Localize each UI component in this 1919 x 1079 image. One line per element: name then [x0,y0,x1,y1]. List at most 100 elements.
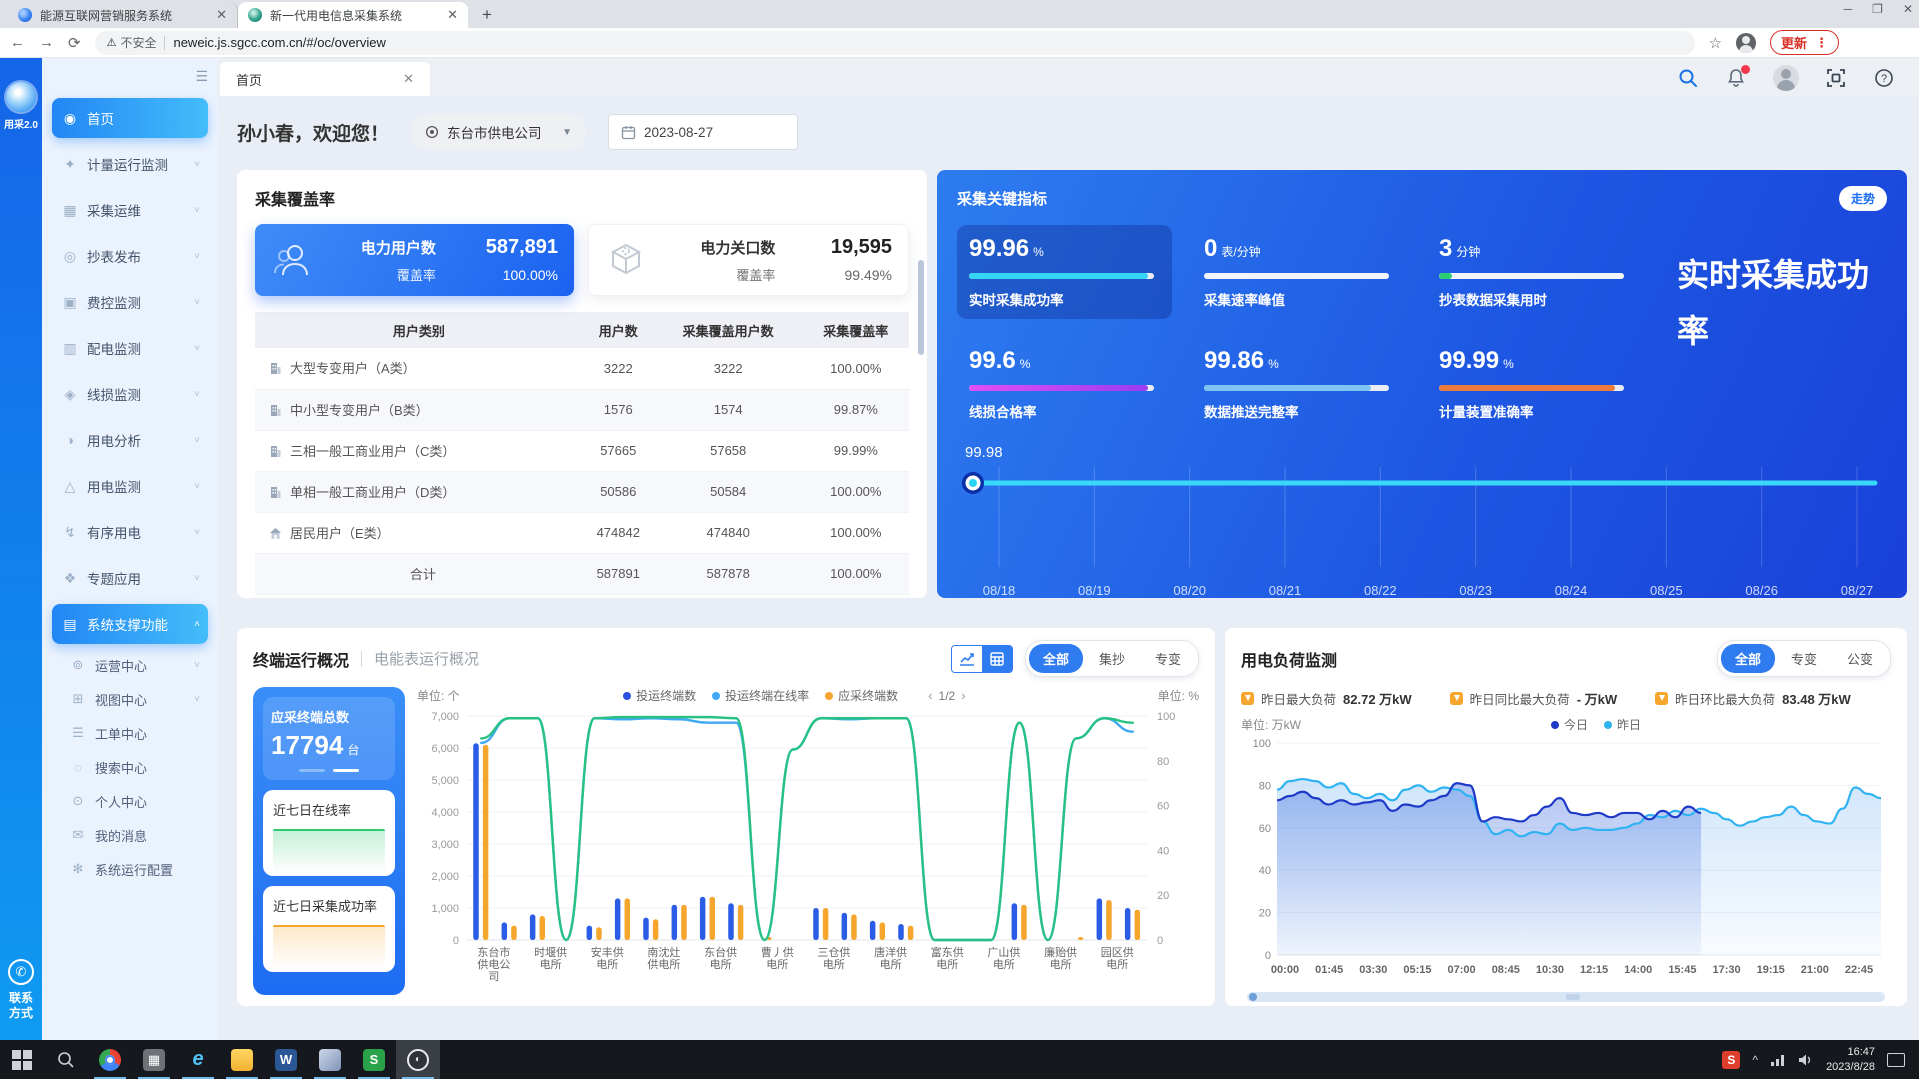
sidebar-item-6[interactable]: ▥ 配电监测 ˅ [52,328,208,368]
tray-wps-icon[interactable]: S [1722,1050,1741,1069]
datazoom-slider[interactable] [1247,992,1885,1002]
load-legend-item-1[interactable]: 今日 [1550,716,1588,733]
terminal-chart-svg[interactable]: 0 1,000 2,000 3,000 4,000 5,000 6,000 7,000 0 20 4… [417,704,1189,1000]
forward-icon[interactable]: → [39,34,54,51]
window-close-icon[interactable]: ✕ [1902,2,1913,16]
coverage-table-scrollbar[interactable] [918,260,924,355]
load-chart-svg[interactable]: 0 20 40 60 80 100 00:00 01:45 03:30 05:15 07:00 08:… [1241,733,1891,983]
terminal-filter-2[interactable]: 集抄 [1098,652,1125,667]
kebab-menu-icon[interactable]: ⋮ [1815,34,1829,50]
url-box[interactable]: ⚠ 不安全 neweic.js.sgcc.com.cn/#/oc/overview [94,30,1695,55]
sidebar-item-5[interactable]: ▣ 费控监测 ˅ [52,282,208,322]
tab2-close-icon[interactable]: ✕ [447,7,458,22]
back-icon[interactable]: ← [10,34,25,51]
sidebar-subitem-3[interactable]: ☰ 工单中心 [60,718,208,748]
sidebar-item-3[interactable]: ▦ 采集运维 ˅ [52,190,208,230]
sidebar-item-2[interactable]: ✦ 计量运行监测 ˅ [52,144,208,184]
contact-widget[interactable]: ✆ 联系 方式 [0,958,42,1022]
tab1-close-icon[interactable]: ✕ [216,7,227,22]
kpi-metric-bar-fill [1204,385,1371,391]
taskbar-explorer-icon[interactable] [220,1040,264,1079]
chevron-down-icon: ˅ [194,342,200,354]
svg-text:08/27: 08/27 [1841,583,1874,598]
terminal-legend-item-3[interactable]: 应采终端数 [825,687,898,704]
sidebar-item-8[interactable]: ◑ 用电分析 ˅ [52,420,208,460]
datazoom-grip[interactable] [1566,994,1580,1000]
pager-prev-icon[interactable]: ‹ [928,688,933,703]
terminal-filter-1[interactable]: 全部 [1028,644,1083,673]
taskbar-calculator-icon[interactable]: ▦ [132,1040,176,1079]
sidebar-item-9[interactable]: △ 用电监测 ˅ [52,466,208,506]
sidebar-subitem-4[interactable]: ◌ 搜索中心 [60,752,208,782]
sidebar-item-10[interactable]: ↯ 有序用电 ˅ [52,512,208,552]
tab-meter-overview[interactable]: 电能表运行概况 [374,651,480,668]
notification-bell-icon[interactable] [1725,65,1750,89]
new-tab-button[interactable]: + [482,5,492,24]
datazoom-handle[interactable] [1249,993,1257,1001]
org-select[interactable]: 东台市供电公司 ▼ [411,114,587,150]
sidebar-collapse-icon[interactable]: ☰ [195,68,208,84]
sidebar-item-12[interactable]: ▤ 系统支撑功能 ˄ [52,604,208,644]
sidebar-item-label: 采集运维 [87,204,141,219]
sidebar-subitem-7[interactable]: ✻ 系统运行配置 [60,854,208,884]
browser-tab-2[interactable]: 新一代用电信息采集系统 ✕ [238,2,468,28]
sidebar-subitem-1[interactable]: ⊚ 运营中心 ˅ [60,650,208,680]
table-cell: 1576 [582,389,654,431]
search-icon[interactable] [1677,67,1699,89]
summary-pagination-dots[interactable] [271,769,387,772]
trend-button[interactable]: 走势 [1838,186,1887,211]
page-tab-close-icon[interactable]: ✕ [403,71,414,86]
taskbar-active-app-icon[interactable]: ◐ [396,1040,440,1079]
tray-expand-icon[interactable]: ^ [1752,1052,1759,1067]
volume-icon[interactable] [1798,1053,1814,1067]
window-maximize-icon[interactable]: ❐ [1872,2,1883,16]
taskbar-ie-icon[interactable]: e [176,1040,220,1079]
load-legend-item-2[interactable]: 昨日 [1604,716,1641,733]
sidebar-item-11[interactable]: ❖ 专题应用 ˅ [52,558,208,598]
kpi-trend-svg[interactable]: 08/18 08/19 08/20 08/21 08/22 08/23 08/24 08/25… [957,437,1891,598]
browser-update-button[interactable]: 更新 ⋮ [1770,30,1840,55]
load-filter-2[interactable]: 专变 [1790,652,1817,667]
terminal-filter-3[interactable]: 专变 [1154,652,1181,667]
sidebar-item-label: 用电分析 [87,434,141,449]
browser-tab-1[interactable]: 能源互联网营销服务系统 ✕ [8,2,238,28]
taskbar-search-icon[interactable] [44,1040,88,1079]
terminal-legend-item-1[interactable]: 投运终端数 [623,687,696,704]
taskbar-notes-icon[interactable] [308,1040,352,1079]
load-filter-3[interactable]: 公变 [1846,652,1873,667]
sidebar-subitem-5[interactable]: ⊙ 个人中心 [60,786,208,816]
security-warning[interactable]: ⚠ 不安全 [106,36,157,50]
action-center-icon[interactable] [1887,1052,1905,1067]
taskbar-clock[interactable]: 16:47 2023/8/28 [1826,1045,1875,1075]
sidebar-item-4[interactable]: ◎ 抄表发布 ˅ [52,236,208,276]
chart-view-button[interactable] [951,645,982,672]
sidebar-item-1[interactable]: ◉ 首页 [52,98,208,138]
tab-terminal-overview[interactable]: 终端运行概况 [253,652,350,670]
sidebar-subitem-2[interactable]: ⊞ 视图中心 ˅ [60,684,208,714]
svg-text:南沈灶供电所: 南沈灶供电所 [647,945,680,971]
sidebar-subitem-6[interactable]: ✉ 我的消息 [60,820,208,850]
sidebar-item-7[interactable]: ◈ 线损监测 ˅ [52,374,208,414]
load-filter-1[interactable]: 全部 [1720,644,1775,673]
reload-icon[interactable]: ⟳ [68,34,81,52]
taskbar-chrome-icon[interactable] [88,1040,132,1079]
browser-profile-icon[interactable] [1736,32,1757,53]
app-logo[interactable] [6,82,36,112]
date-picker[interactable]: 2023-08-27 [608,114,799,150]
window-minimize-icon[interactable]: ─ [1843,2,1853,16]
pager-next-icon[interactable]: › [961,688,966,703]
power-users-value: 587,891 [485,236,558,258]
taskbar-word-icon[interactable]: W [264,1040,308,1079]
user-avatar[interactable] [1773,65,1799,91]
start-button[interactable] [0,1040,44,1079]
tab1-favicon [18,8,32,22]
terminal-legend-item-2[interactable]: 投运终端在线率 [712,687,809,704]
table-view-button[interactable] [981,645,1012,672]
page-tab-home[interactable]: 首页 ✕ [220,62,430,96]
network-icon[interactable] [1770,1053,1786,1067]
bookmark-star-icon[interactable]: ☆ [1708,34,1723,52]
fullscreen-icon[interactable] [1825,67,1847,89]
taskbar-wps-icon[interactable]: S [352,1040,396,1079]
load-unit: 单位: 万kW [1241,718,1301,732]
help-icon[interactable]: ? [1873,67,1895,89]
